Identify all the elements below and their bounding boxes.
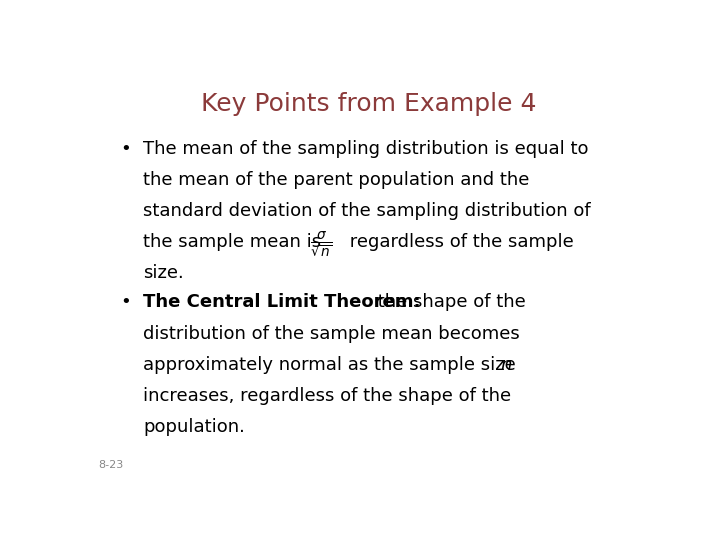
Text: The mean of the sampling distribution is equal to: The mean of the sampling distribution is… [143,140,588,158]
Text: 8-23: 8-23 [99,460,124,470]
Text: the sample mean is: the sample mean is [143,233,327,251]
Text: •: • [121,140,132,158]
Text: The Central Limit Theorem:: The Central Limit Theorem: [143,294,420,312]
Text: distribution of the sample mean becomes: distribution of the sample mean becomes [143,325,520,343]
Text: population.: population. [143,418,245,436]
Text: n: n [500,356,511,374]
Text: the shape of the: the shape of the [372,294,526,312]
Text: Key Points from Example 4: Key Points from Example 4 [202,92,536,116]
Text: •: • [121,294,132,312]
Text: $\frac{\sigma}{\sqrt{n}}$: $\frac{\sigma}{\sqrt{n}}$ [310,230,333,259]
Text: regardless of the sample: regardless of the sample [344,233,574,251]
Text: the mean of the parent population and the: the mean of the parent population and th… [143,171,529,189]
Text: approximately normal as the sample size: approximately normal as the sample size [143,356,521,374]
Text: size.: size. [143,265,184,282]
Text: increases, regardless of the shape of the: increases, regardless of the shape of th… [143,387,511,405]
Text: standard deviation of the sampling distribution of: standard deviation of the sampling distr… [143,202,590,220]
